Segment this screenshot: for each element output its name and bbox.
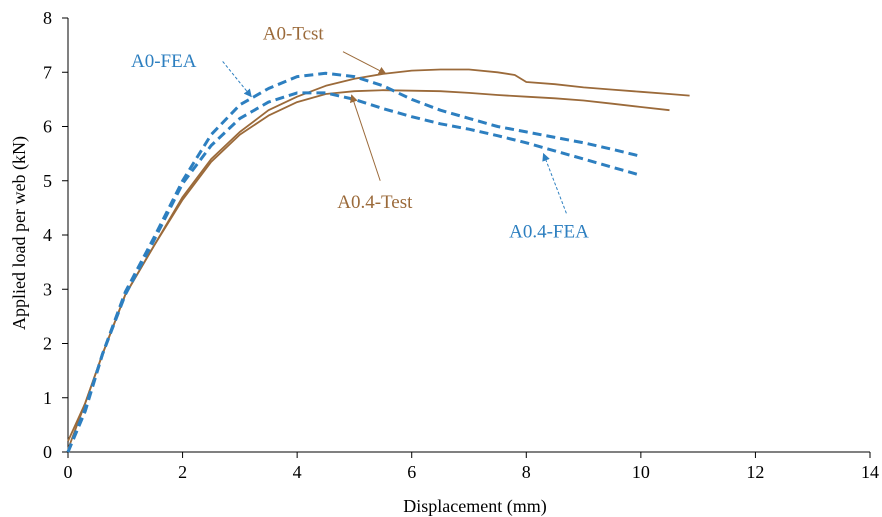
y-tick-label: 5 (43, 171, 52, 191)
series-line-a0-4-test (67, 89, 670, 450)
annotation-label-a0-tcst: A0-Tcst (263, 24, 325, 45)
annotation-arrow-a0-fea (222, 61, 252, 98)
x-axis-title: Displacement (mm) (403, 496, 546, 517)
x-tick-label: 0 (64, 462, 73, 482)
series-line-a0-4-fea (66, 91, 642, 453)
annotation-arrow-a0-4-test (350, 94, 381, 181)
x-tick-label: 10 (632, 462, 650, 482)
y-tick-label: 0 (43, 442, 52, 462)
y-tick-label: 6 (43, 117, 52, 137)
x-tick-label: 6 (407, 462, 416, 482)
annotation-label-a0-4-fea: A0.4-FEA (509, 222, 589, 243)
annotation-arrow-a0-4-fea (542, 152, 567, 214)
x-tick-label: 14 (861, 462, 879, 482)
series-line-a0-fea (66, 71, 642, 453)
x-tick-label: 12 (746, 462, 764, 482)
y-tick-label: 2 (43, 334, 52, 354)
x-tick-label: 8 (522, 462, 531, 482)
annotation-label-a0-4-test: A0.4-Test (337, 192, 413, 213)
annotation-arrow-a0-tcst (342, 51, 387, 75)
x-tick-label: 4 (293, 462, 302, 482)
y-tick-label: 8 (43, 8, 52, 28)
y-tick-label: 1 (43, 388, 52, 408)
y-tick-label: 3 (43, 279, 52, 299)
y-tick-label: 4 (43, 225, 52, 245)
x-tick-label: 2 (178, 462, 187, 482)
y-tick-label: 7 (43, 62, 52, 82)
annotation-label-a0-fea: A0-FEA (131, 51, 197, 72)
y-axis-title: Applied load per web (kN) (9, 136, 30, 330)
plot-area: 0 2 4 6 8 10 12 14012345678A0-TcstA0-FEAA0.4-Te… (43, 8, 879, 482)
series-line-a0-tcst (67, 68, 690, 442)
